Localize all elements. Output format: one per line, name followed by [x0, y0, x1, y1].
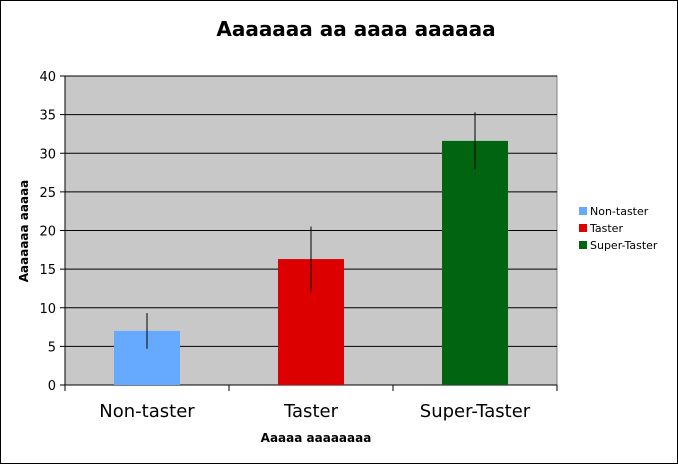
y-tick-label: 0	[48, 379, 56, 394]
y-tick-label: 30	[39, 147, 56, 162]
legend-swatch	[579, 207, 587, 215]
y-tick-label: 20	[39, 225, 56, 240]
x-tick-label: Non-taster	[99, 401, 195, 422]
y-tick-label: 10	[39, 302, 56, 317]
legend-label: Non-taster	[590, 205, 649, 218]
legend: Non-taster Taster Super-Taster	[579, 205, 658, 252]
bar-super-taster	[442, 140, 508, 385]
x-tick-label: Super-Taster	[420, 401, 531, 422]
plot-area: 0 5 10 15 20 25 30 35 40 Non-taster Taster Super-Ta…	[39, 70, 558, 422]
x-axis-title: Aaaaa aaaaaaaa	[261, 431, 372, 445]
y-tick-label: 25	[39, 186, 56, 201]
y-tick-label: 15	[39, 263, 56, 278]
y-tick-label: 40	[39, 70, 56, 85]
y-tick-label: 35	[39, 109, 56, 124]
y-axis-title: Aaaaaaa aaaaa	[17, 180, 31, 283]
x-tick-label: Taster	[283, 401, 339, 422]
legend-label: Super-Taster	[590, 239, 658, 252]
legend-swatch	[579, 224, 587, 232]
legend-label: Taster	[589, 222, 623, 235]
chart-title: Aaaaaaa aa aaaa aaaaaa	[216, 17, 495, 41]
legend-swatch	[579, 241, 587, 249]
y-tick-label: 5	[48, 340, 56, 355]
